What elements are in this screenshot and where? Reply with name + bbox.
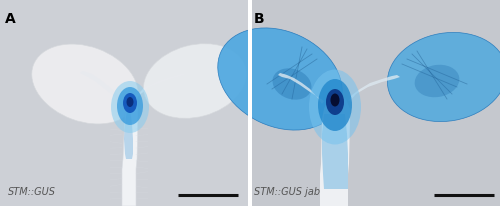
Ellipse shape (318, 80, 352, 131)
Ellipse shape (144, 44, 246, 119)
Ellipse shape (414, 66, 460, 98)
Polygon shape (322, 115, 348, 189)
Ellipse shape (326, 90, 344, 115)
Polygon shape (252, 0, 500, 206)
Polygon shape (124, 109, 133, 159)
Text: B: B (254, 12, 264, 26)
Ellipse shape (123, 94, 137, 114)
Ellipse shape (309, 70, 361, 145)
Ellipse shape (218, 29, 342, 130)
Polygon shape (122, 99, 138, 206)
Polygon shape (248, 0, 252, 206)
Ellipse shape (126, 97, 134, 108)
Ellipse shape (32, 45, 138, 124)
Polygon shape (348, 76, 400, 102)
Polygon shape (135, 74, 185, 99)
Text: A: A (5, 12, 16, 26)
Ellipse shape (111, 82, 149, 133)
Polygon shape (320, 97, 350, 206)
Ellipse shape (117, 88, 143, 125)
Text: STM::GUS jab: STM::GUS jab (254, 186, 320, 196)
Polygon shape (80, 72, 122, 104)
Polygon shape (278, 74, 324, 104)
Polygon shape (0, 0, 250, 206)
Text: STM::GUS: STM::GUS (8, 186, 56, 196)
Ellipse shape (388, 33, 500, 122)
Ellipse shape (330, 94, 340, 107)
Ellipse shape (272, 69, 312, 100)
